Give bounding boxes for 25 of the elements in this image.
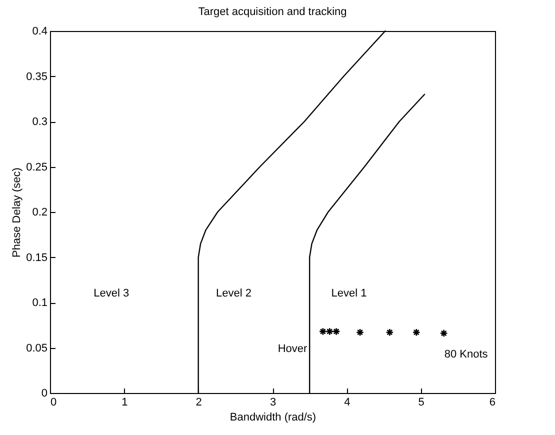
y-tick-label: 0.2 [32, 206, 48, 218]
x-tick-label: 0 [50, 396, 57, 408]
y-tick-label: 0.05 [26, 342, 48, 354]
y-axis-title: Phase Delay (sec) [11, 168, 24, 258]
x-tick-label: 3 [270, 396, 276, 408]
annotation: Level 3 [94, 287, 130, 300]
x-tick-label: 6 [489, 396, 496, 408]
annotation: Hover [278, 342, 308, 355]
y-tick-label: 0.3 [32, 116, 48, 128]
annotation: Level 2 [216, 287, 252, 300]
y-tick-label: 0 [41, 388, 48, 400]
y-tick-label: 0.1 [32, 297, 48, 309]
chart-title: Target acquisition and tracking [198, 6, 347, 18]
y-tick-label: 0.35 [26, 70, 48, 83]
line-series [308, 94, 426, 394]
x-tick-label: 5 [418, 396, 424, 408]
x-axis-title: Bandwidth (rad/s) [230, 412, 316, 424]
annotation: 80 Knots [444, 348, 488, 360]
x-tick-label: 1 [122, 396, 128, 408]
x-tick-label: 2 [196, 396, 202, 408]
y-tick-label: 0.15 [26, 252, 48, 264]
y-tick-label: 0.4 [32, 26, 48, 38]
x-tick-label: 4 [344, 396, 350, 408]
annotation: Level 1 [331, 287, 367, 300]
y-tick-label: 0.25 [26, 161, 48, 174]
